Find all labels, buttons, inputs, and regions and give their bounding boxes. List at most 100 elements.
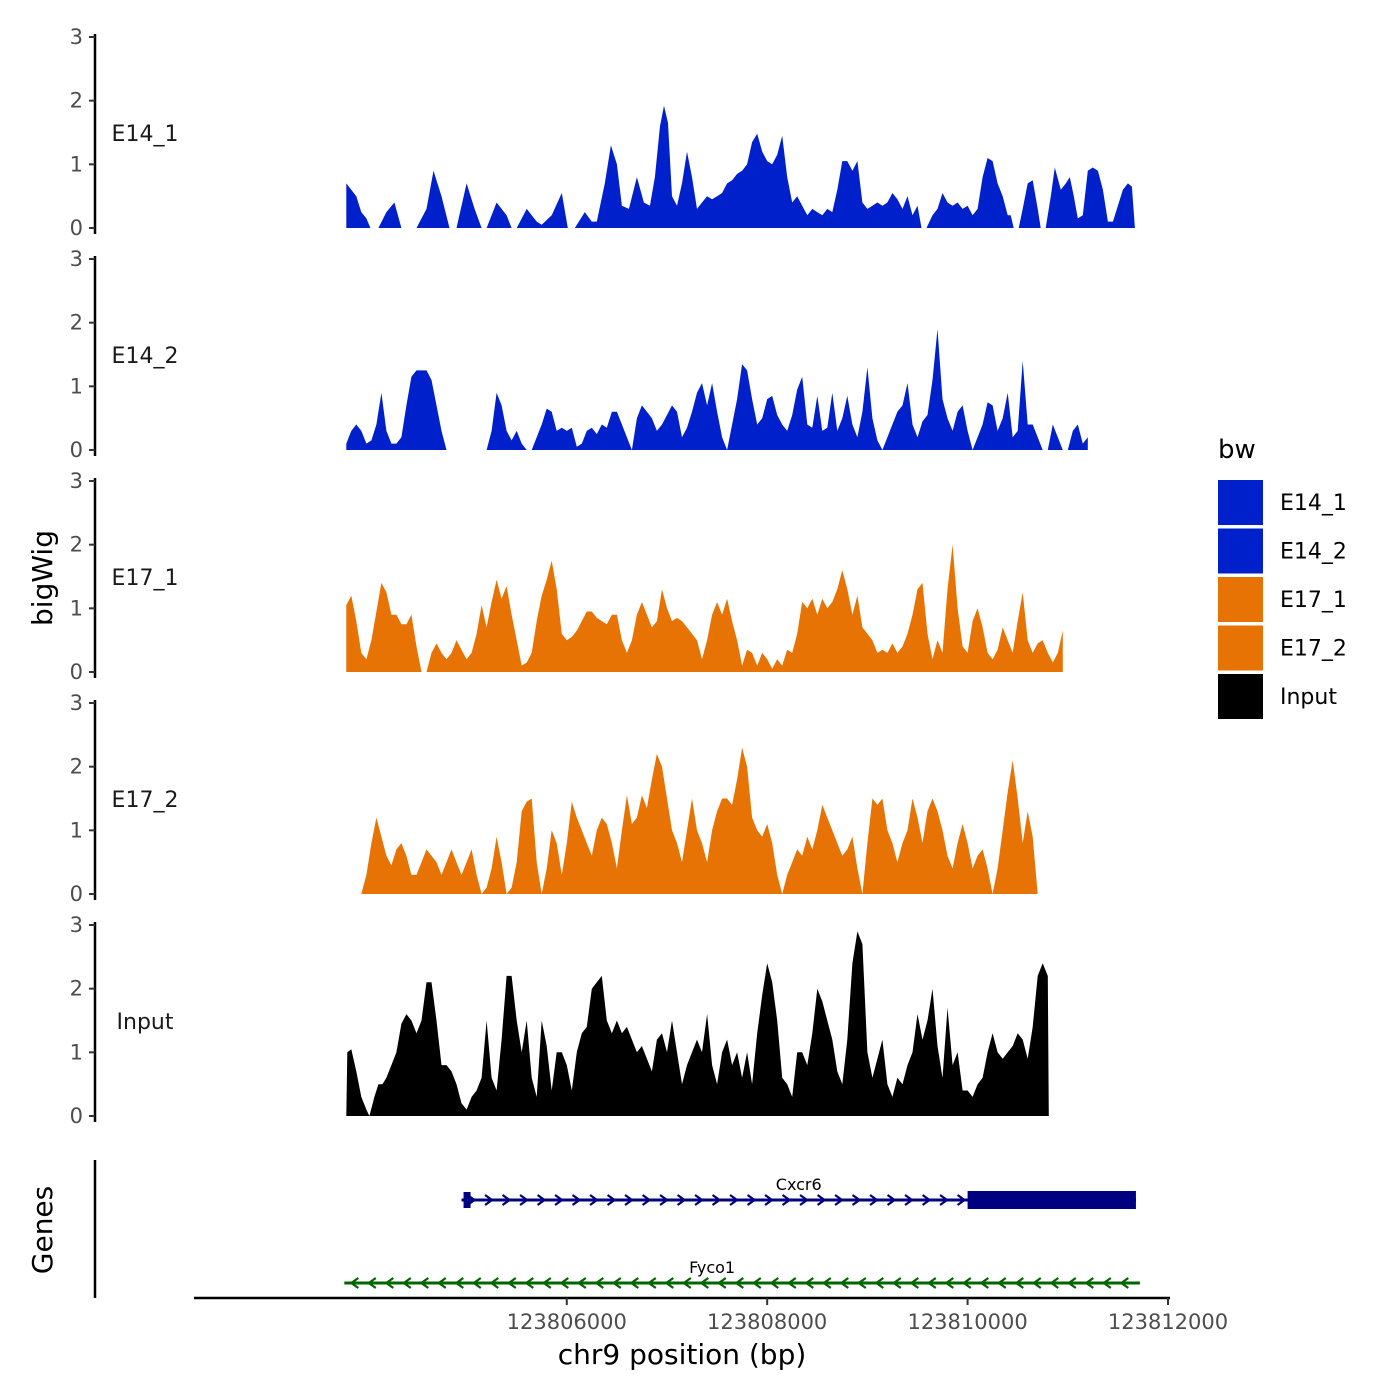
strand-chevron [939,1194,949,1206]
strand-chevron [821,1277,832,1289]
y-tick-label: 1 [70,374,83,398]
strand-chevron [554,1194,564,1206]
strand-chevron [541,1277,552,1289]
gene-label: Fyco1 [689,1258,735,1277]
coverage-tracks: 0 1 2 3 E14_1 0 1 2 3 E14_2 0 1 2 3 E17_1 0 1 2 3 E17_2 0 1 2 3… [70,25,1135,1128]
strand-chevron [524,1277,534,1289]
legend-label: Input [1280,685,1337,710]
legend-title: bw [1218,435,1256,465]
strand-chevron [519,1194,529,1206]
strand-chevron [641,1194,652,1206]
track-label: E17_1 [112,566,179,591]
y-tick-label: 0 [70,882,83,906]
strand-chevron [536,1194,547,1206]
y-tick-label: 2 [70,89,83,113]
strand-chevron [559,1277,569,1289]
strand-chevron [834,1194,844,1206]
strand-chevron [676,1194,687,1206]
legend-swatch [1218,480,1263,525]
strand-chevron [571,1194,582,1206]
legend-swatch [1218,528,1263,574]
legend-label: E14_1 [1280,491,1347,516]
y-tick-label: 3 [70,691,83,715]
strand-chevron [1031,1277,1042,1289]
x-tick-label: 123808000 [707,1310,827,1334]
y-tick-label: 1 [70,818,83,842]
y-tick-label: 3 [70,469,83,493]
gene-exon-block [463,1192,471,1208]
legend: bw E14_1 E14_2 E17_1 E17_2 Input [1218,435,1347,719]
y-tick-label: 1 [70,596,83,620]
strand-chevron [904,1194,914,1206]
strand-chevron [1066,1277,1077,1289]
strand-chevron [751,1277,762,1289]
strand-chevron [781,1194,792,1206]
strand-chevron [764,1194,774,1206]
y-tick-label: 3 [70,25,83,49]
strand-chevron [629,1277,639,1289]
y-tick-label: 0 [70,438,83,462]
strand-chevron [454,1277,464,1289]
strand-chevron [624,1194,634,1206]
strand-chevron [816,1194,827,1206]
y-tick-label: 3 [70,913,83,937]
strand-chevron [384,1277,394,1289]
y-axis-title: bigWig [26,530,59,626]
strand-chevron [1119,1277,1129,1289]
y-tick-label: 2 [70,311,83,335]
x-tick-label: 123810000 [907,1310,1027,1334]
track-label: E14_2 [112,344,179,369]
coverage-area [346,544,1063,672]
gene-exon-block [967,1191,1136,1209]
track-input: 0 1 2 3 Input [70,913,1049,1128]
y-tick-label: 1 [70,1040,83,1064]
strand-chevron [746,1194,757,1206]
strand-chevron [484,1194,494,1206]
strand-chevron [694,1194,704,1206]
strand-chevron [594,1277,604,1289]
strand-chevron [729,1194,739,1206]
strand-chevron [734,1277,744,1289]
gene-cxcr6: Cxcr6 [461,1175,1136,1209]
legend-label: E14_2 [1280,540,1347,565]
track-label: Input [117,1010,174,1035]
genes-axis-title: Genes [26,1186,59,1274]
strand-chevron [921,1194,932,1206]
coverage-area [346,105,1135,228]
x-tick-label: 123806000 [507,1310,627,1334]
strand-chevron [944,1277,954,1289]
track-e17-1: 0 1 2 3 E17_1 [70,469,1063,684]
coverage-area [346,329,1088,450]
strand-chevron [699,1277,709,1289]
strand-chevron [506,1277,517,1289]
strand-chevron [681,1277,692,1289]
strand-chevron [851,1194,862,1206]
strand-chevron [716,1277,727,1289]
strand-chevron [711,1194,722,1206]
strand-chevron [769,1277,779,1289]
y-tick-label: 2 [70,755,83,779]
legend-swatch [1218,674,1263,719]
x-axis-title: chr9 position (bp) [558,1338,807,1371]
coverage-area [361,747,1038,894]
y-tick-label: 0 [70,1104,83,1128]
strand-chevron [856,1277,867,1289]
legend-label: E17_1 [1280,588,1347,613]
strand-chevron [501,1194,512,1206]
strand-chevron [646,1277,657,1289]
track-label: E14_1 [112,122,179,147]
y-tick-label: 3 [70,247,83,271]
coverage-area [346,931,1049,1116]
strand-chevron [874,1277,884,1289]
legend-label: E17_2 [1280,637,1347,662]
strand-chevron [576,1277,587,1289]
strand-chevron [366,1277,377,1289]
strand-chevron [909,1277,919,1289]
track-e14-2: 0 1 2 3 E14_2 [70,247,1088,462]
strand-chevron [1084,1277,1094,1289]
y-tick-label: 0 [70,660,83,684]
gene-annotation-track: Cxcr6 Fyco1 [93,1160,1140,1298]
x-tick-label: 123812000 [1108,1310,1228,1334]
strand-chevron [956,1194,967,1206]
strand-chevron [1014,1277,1024,1289]
